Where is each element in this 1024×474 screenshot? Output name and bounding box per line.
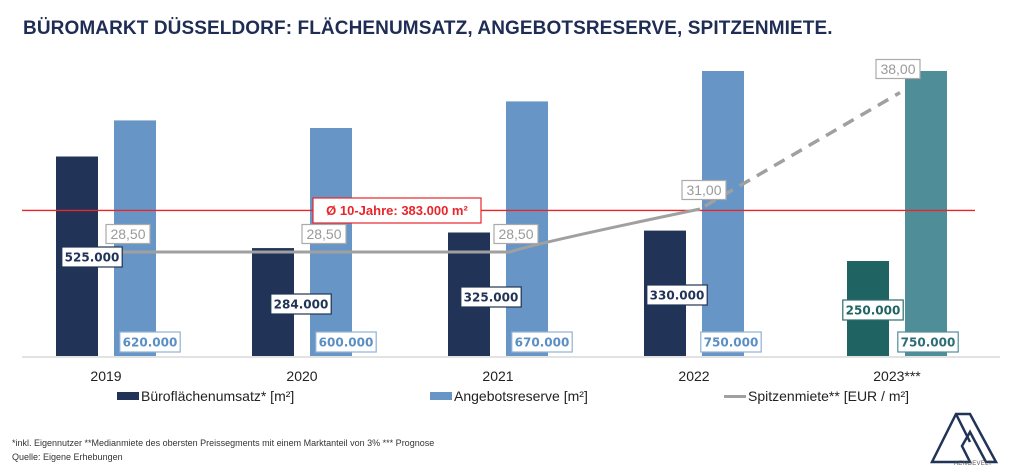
legend-item-spitzenmiete: Spitzenmiete** [EUR / m²] <box>724 388 909 404</box>
x-tick-label: 2023*** <box>873 368 921 384</box>
x-tick-label: 2022 <box>678 368 709 384</box>
data-label-angebotsreserve-box <box>897 331 959 353</box>
data-label-bueroflaechenumsatz-box <box>842 299 904 321</box>
x-tick-label: 2019 <box>90 368 121 384</box>
data-label-box <box>875 58 921 80</box>
data-label-angebotsreserve: 670.000 <box>511 331 573 353</box>
data-label-angebotsreserve-text: 620.000 <box>123 335 178 349</box>
data-label-bueroflaechenumsatz: 525.000 <box>61 246 123 268</box>
source-text: Quelle: Eigene Erhebungen <box>12 452 123 462</box>
data-label-bueroflaechenumsatz-text: 284.000 <box>274 297 329 311</box>
data-label-angebotsreserve-box <box>119 331 181 353</box>
x-tick-label: 2021 <box>482 368 513 384</box>
line-spitzenmiete-forecast <box>704 91 901 208</box>
data-label-spitzenmiete: 31,00 <box>681 179 727 201</box>
data-label-bueroflaechenumsatz-box <box>270 293 332 315</box>
legend-item-bueroflaechenumsatz: Büroflächenumsatz* [m²] <box>117 388 294 404</box>
data-label-angebotsreserve-box <box>511 331 573 353</box>
data-label-text: 31,00 <box>686 182 721 198</box>
data-label-bueroflaechenumsatz-text: 330.000 <box>650 288 705 302</box>
data-label-angebotsreserve-text: 600.000 <box>319 335 374 349</box>
data-label-box <box>681 179 727 201</box>
legend-label: Spitzenmiete** [EUR / m²] <box>748 388 910 404</box>
bar-angebotsreserve <box>905 71 947 356</box>
data-label-spitzenmiete: 28,50 <box>493 223 539 245</box>
data-label-angebotsreserve: 750.000 <box>700 331 762 353</box>
reference-label-box <box>312 197 482 224</box>
data-label-angebotsreserve-text: 750.000 <box>901 335 956 349</box>
data-label-bueroflaechenumsatz-text: 250.000 <box>846 303 901 317</box>
data-label-bueroflaechenumsatz: 325.000 <box>460 286 522 308</box>
legend-item-angebotsreserve: Angebotsreserve [m²] <box>430 388 588 404</box>
data-label-text: 28,50 <box>306 226 341 242</box>
data-label-spitzenmiete: 28,50 <box>301 223 347 245</box>
data-label-bueroflaechenumsatz-box <box>61 246 123 268</box>
data-label-spitzenmiete: 38,00 <box>875 58 921 80</box>
data-label-bueroflaechenumsatz: 250.000 <box>842 299 904 321</box>
data-label-box <box>301 223 347 245</box>
aengevelt-logo-icon <box>930 412 999 464</box>
data-label-angebotsreserve-text: 750.000 <box>704 335 759 349</box>
data-label-angebotsreserve-text: 670.000 <box>515 335 570 349</box>
legend-label: Büroflächenumsatz* [m²] <box>141 388 295 404</box>
data-label-text: 38,00 <box>880 61 915 77</box>
logo-text: AENGEVELT <box>954 461 993 467</box>
data-label-spitzenmiete: 28,50 <box>105 223 151 245</box>
footnote-text: *inkl. Eigennutzer **Medianmiete des obe… <box>12 438 435 448</box>
line-spitzenmiete <box>70 207 701 254</box>
data-label-angebotsreserve: 620.000 <box>119 331 181 353</box>
data-label-text: 28,50 <box>110 226 145 242</box>
data-label-box <box>493 223 539 245</box>
data-label-box <box>105 223 151 245</box>
data-label-bueroflaechenumsatz-box <box>460 286 522 308</box>
legend-swatch-bar-dark <box>117 392 139 400</box>
reference-label-text: Ø 10-Jahre: 383.000 m² <box>326 203 468 218</box>
data-label-angebotsreserve-box <box>315 331 377 353</box>
data-label-bueroflaechenumsatz: 330.000 <box>646 284 708 306</box>
legend-swatch-bar-light <box>430 392 452 400</box>
data-label-angebotsreserve: 600.000 <box>315 331 377 353</box>
legend-swatch-line <box>724 394 746 398</box>
data-label-angebotsreserve: 750.000 <box>897 331 959 353</box>
data-label-angebotsreserve-box <box>700 331 762 353</box>
data-label-bueroflaechenumsatz-box <box>646 284 708 306</box>
data-label-bueroflaechenumsatz-text: 525.000 <box>65 250 120 264</box>
reference-line-label: Ø 10-Jahre: 383.000 m² <box>312 197 482 224</box>
legend-label: Angebotsreserve [m²] <box>454 388 588 404</box>
bar-angebotsreserve <box>702 71 744 356</box>
data-label-bueroflaechenumsatz-text: 325.000 <box>464 290 519 304</box>
chart-title: BÜROMARKT DÜSSELDORF: FLÄCHENUMSATZ, ANG… <box>23 18 833 39</box>
data-label-bueroflaechenumsatz: 284.000 <box>270 293 332 315</box>
data-label-text: 28,50 <box>498 226 533 242</box>
x-tick-label: 2020 <box>286 368 317 384</box>
